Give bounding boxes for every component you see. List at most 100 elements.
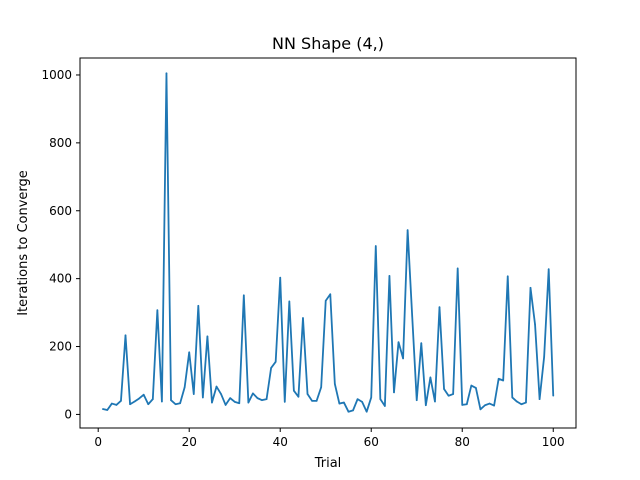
data-point [425, 404, 427, 407]
x-tick-label: 100 [542, 435, 565, 449]
data-point [552, 394, 555, 397]
data-point [297, 395, 300, 398]
data-point [388, 275, 391, 277]
data-point [283, 401, 286, 403]
data-point [101, 408, 104, 410]
y-axis-label: Iterations to Converge [16, 170, 31, 316]
y-tick-label: 200 [49, 340, 72, 354]
data-point [156, 309, 159, 312]
data-point [306, 393, 309, 395]
data-point [543, 355, 545, 358]
data-point [233, 401, 236, 403]
data-point [506, 275, 509, 278]
data-point [174, 403, 177, 406]
data-point [220, 393, 222, 395]
data-point [320, 386, 322, 389]
x-tick-label: 20 [182, 435, 197, 449]
data-point [529, 287, 532, 289]
plot-area [101, 72, 555, 413]
data-point [493, 404, 495, 407]
data-point [511, 396, 514, 399]
data-point [393, 391, 395, 394]
data-point [443, 388, 445, 390]
data-point [502, 379, 504, 382]
data-point [411, 315, 413, 317]
chart-title: NN Shape (4,) [272, 34, 384, 53]
data-point [434, 400, 436, 403]
data-point [352, 409, 354, 412]
y-tick-label: 400 [49, 272, 72, 286]
x-tick-label: 80 [455, 435, 470, 449]
data-point [279, 276, 282, 279]
data-point [202, 396, 204, 399]
data-point [456, 267, 459, 270]
data-point [206, 335, 209, 338]
data-point [147, 403, 150, 406]
data-point [229, 397, 231, 399]
y-tick-label: 600 [49, 204, 72, 218]
data-point [161, 400, 163, 403]
data-point [243, 294, 245, 297]
data-point [179, 402, 181, 405]
data-point [302, 317, 304, 319]
data-point [138, 397, 140, 400]
data-point [365, 410, 368, 413]
data-point [384, 405, 386, 407]
data-point [211, 401, 213, 404]
data-point [534, 323, 536, 326]
data-point [484, 404, 486, 407]
data-point [115, 404, 118, 406]
data-point [129, 403, 131, 406]
data-point [347, 410, 350, 413]
data-point [256, 397, 259, 399]
data-point [311, 400, 313, 402]
data-point [361, 401, 363, 403]
data-point [465, 403, 468, 406]
data-point [247, 401, 250, 404]
series-line [102, 72, 555, 413]
data-point [374, 245, 377, 247]
data-point [497, 377, 500, 380]
data-point [120, 400, 122, 402]
data-point [197, 305, 200, 307]
data-point [188, 351, 191, 354]
x-tick-label: 60 [364, 435, 379, 449]
data-point [293, 389, 295, 392]
data-point [261, 399, 263, 401]
data-point [470, 384, 473, 387]
data-point [538, 398, 541, 400]
data-point [124, 334, 127, 337]
data-point [111, 402, 113, 405]
data-point [343, 401, 345, 404]
data-point [438, 306, 441, 308]
data-point [525, 401, 527, 404]
data-point [334, 383, 336, 385]
data-point [238, 402, 241, 405]
data-point [315, 400, 318, 402]
x-tick-label: 40 [273, 435, 288, 449]
data-point [475, 387, 477, 389]
data-point [488, 402, 491, 405]
data-point [224, 404, 227, 406]
data-point [402, 357, 404, 360]
y-tick-label: 0 [64, 407, 72, 421]
data-point [397, 341, 400, 343]
data-point [429, 376, 432, 379]
data-point [133, 400, 136, 403]
data-point [479, 408, 482, 411]
x-axis-label: Trial [314, 456, 342, 471]
data-point [252, 392, 254, 395]
data-point [329, 293, 332, 296]
data-point [370, 396, 373, 399]
data-point [379, 398, 382, 400]
data-point [452, 393, 454, 395]
x-tick-label: 0 [94, 435, 102, 449]
data-point [324, 299, 327, 302]
data-point [170, 399, 172, 401]
y-tick-label: 1000 [41, 68, 72, 82]
data-point [265, 398, 268, 400]
data-point [461, 404, 464, 406]
data-point [152, 398, 154, 400]
